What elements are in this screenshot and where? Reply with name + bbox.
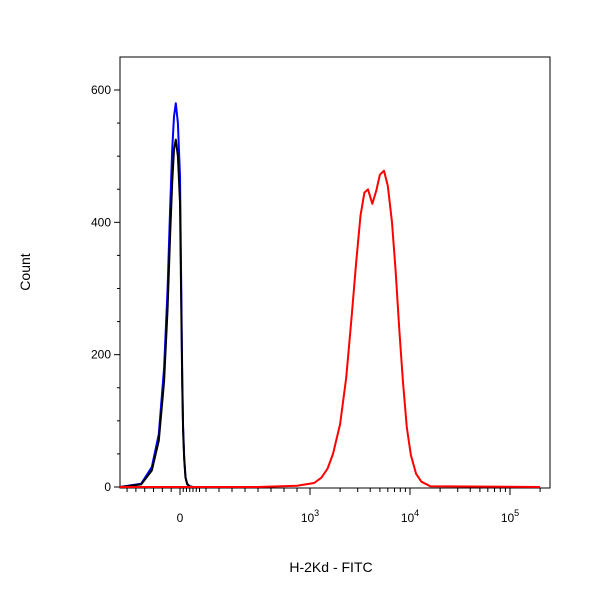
y-tick-label: 600 — [91, 83, 111, 97]
series-layer — [119, 102, 541, 488]
series-line-2 — [119, 138, 194, 488]
x-tick-label: 104 — [401, 508, 419, 525]
series-line-3 — [120, 169, 541, 488]
y-axis-label: Count — [17, 253, 33, 290]
x-tick-label: 105 — [501, 508, 519, 525]
plot-frame — [119, 56, 551, 489]
axis-ticks — [114, 89, 541, 495]
x-tick-label: 0 — [177, 511, 184, 525]
y-tick-label: 200 — [91, 348, 111, 362]
x-tick-label: 103 — [301, 508, 319, 525]
y-tick-label: 400 — [91, 215, 111, 229]
x-axis-label: H-2Kd - FITC — [289, 559, 372, 575]
y-tick-label: 0 — [104, 480, 111, 494]
axis-tick-labels: 0 200 400 600 0 103 104 105 — [91, 83, 519, 525]
